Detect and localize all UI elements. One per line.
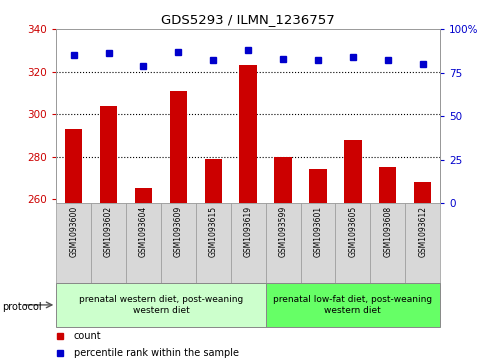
Bar — [274, 156, 291, 203]
Text: GSM1093619: GSM1093619 — [243, 206, 252, 257]
Text: GSM1093604: GSM1093604 — [139, 206, 148, 257]
Text: prenatal low-fat diet, post-weaning
western diet: prenatal low-fat diet, post-weaning west… — [273, 295, 431, 315]
Bar — [169, 91, 187, 203]
Text: GSM1093605: GSM1093605 — [347, 206, 357, 257]
Bar — [56, 283, 265, 327]
Bar — [204, 159, 222, 203]
Text: GSM1093602: GSM1093602 — [104, 206, 113, 257]
Bar — [335, 203, 369, 283]
Bar — [56, 203, 91, 283]
Text: GSM1093600: GSM1093600 — [69, 206, 78, 257]
Text: prenatal western diet, post-weaning
western diet: prenatal western diet, post-weaning west… — [79, 295, 243, 315]
Bar — [230, 203, 265, 283]
Text: percentile rank within the sample: percentile rank within the sample — [73, 348, 238, 359]
Bar — [100, 106, 117, 203]
Bar — [91, 203, 126, 283]
Text: protocol: protocol — [2, 302, 42, 312]
Bar — [126, 203, 161, 283]
Bar — [308, 169, 326, 203]
Bar — [405, 203, 439, 283]
Bar — [195, 203, 230, 283]
Bar — [300, 203, 335, 283]
Bar — [344, 139, 361, 203]
Bar — [378, 167, 396, 203]
Bar — [65, 129, 82, 203]
Title: GDS5293 / ILMN_1236757: GDS5293 / ILMN_1236757 — [161, 13, 334, 26]
Text: GSM1093608: GSM1093608 — [383, 206, 391, 257]
Bar — [413, 182, 430, 203]
Text: count: count — [73, 331, 101, 341]
Bar — [369, 203, 405, 283]
Text: GSM1093609: GSM1093609 — [174, 206, 183, 257]
Bar — [265, 203, 300, 283]
Text: GSM1093612: GSM1093612 — [417, 206, 427, 257]
Text: GSM1093601: GSM1093601 — [313, 206, 322, 257]
Bar — [265, 283, 439, 327]
Bar — [161, 203, 195, 283]
Text: GSM1093599: GSM1093599 — [278, 206, 287, 257]
Text: GSM1093615: GSM1093615 — [208, 206, 217, 257]
Bar — [135, 188, 152, 203]
Bar — [239, 65, 256, 203]
